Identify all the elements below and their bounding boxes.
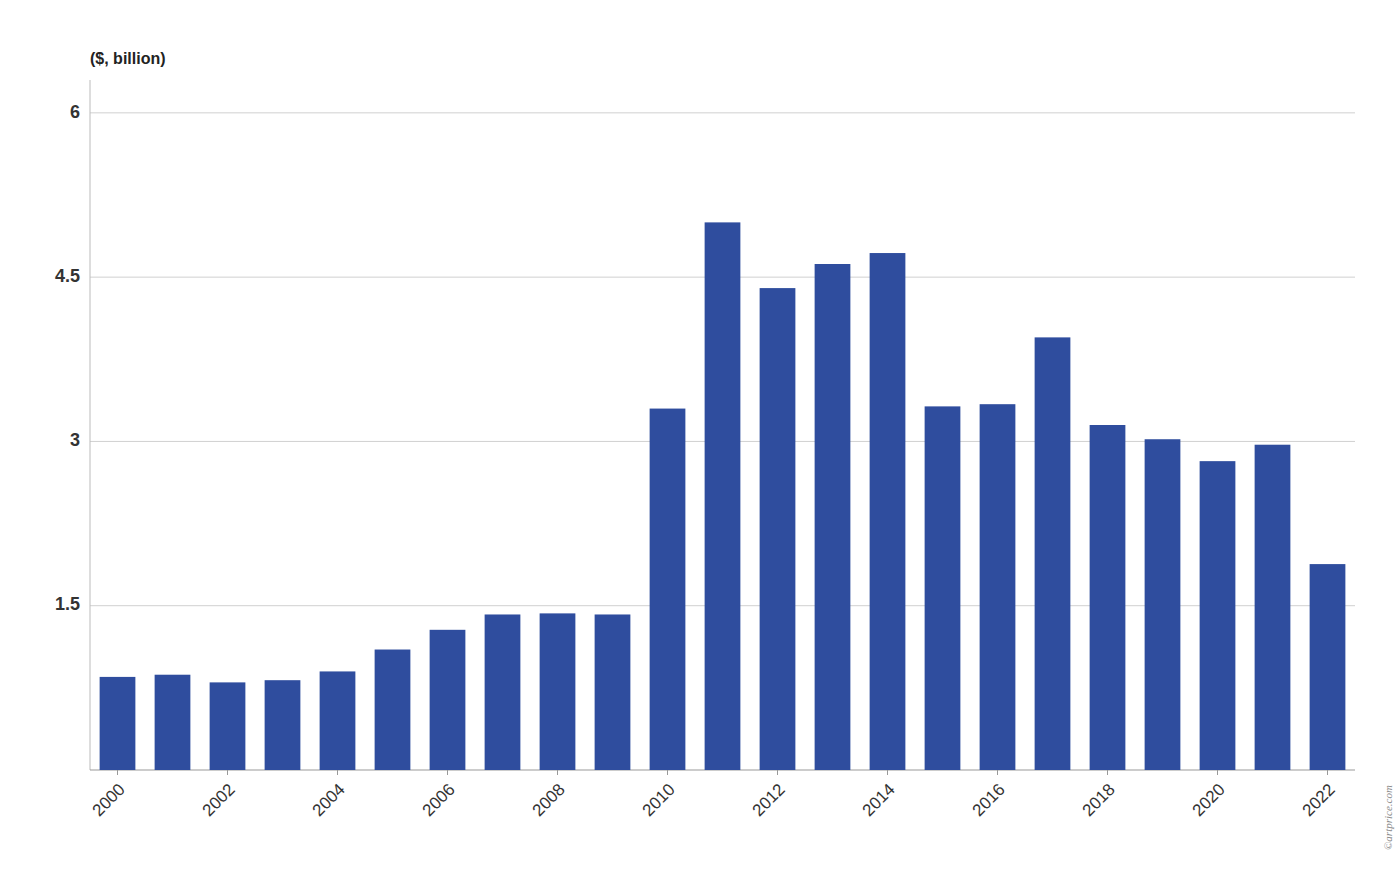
x-tick-label: 2016 (969, 780, 1009, 820)
bar (265, 680, 301, 770)
x-tick-label: 2014 (859, 780, 899, 820)
x-tick (777, 770, 778, 775)
bar (815, 264, 851, 770)
x-tick-label: 2012 (749, 780, 789, 820)
bar (320, 671, 356, 770)
x-tick (117, 770, 118, 775)
bar (375, 650, 411, 770)
bar (1310, 564, 1346, 770)
bar (705, 222, 741, 770)
bar (155, 675, 191, 770)
bar (1145, 439, 1181, 770)
y-axis-line (90, 80, 91, 770)
x-tick-label: 2020 (1189, 780, 1229, 820)
x-tick (997, 770, 998, 775)
x-tick-label: 2010 (639, 780, 679, 820)
y-tick-label: 6 (70, 102, 80, 122)
x-tick-label: 2006 (419, 780, 459, 820)
x-tick-label: 2008 (529, 780, 569, 820)
bar (870, 253, 906, 770)
bar (650, 409, 686, 770)
bar (100, 677, 136, 770)
y-tick-label: 1.5 (55, 594, 80, 614)
grid-line (90, 112, 1355, 113)
bar (1255, 445, 1291, 770)
bar (1200, 461, 1236, 770)
bar (925, 406, 961, 770)
x-tick (447, 770, 448, 775)
y-axis-label: ($, billion) (90, 50, 166, 67)
x-tick-label: 2004 (309, 780, 349, 820)
y-tick-label: 4.5 (55, 266, 80, 286)
bar (540, 613, 576, 770)
bars (100, 222, 1346, 770)
axes: 1.5 3 4.5 6 2000 2002 2004 2006 2008 2010 2012 2014… (55, 80, 1355, 820)
bar (1090, 425, 1126, 770)
x-tick (667, 770, 668, 775)
x-tick-label: 2018 (1079, 780, 1119, 820)
bar (595, 614, 631, 770)
bar (980, 404, 1016, 770)
x-tick (887, 770, 888, 775)
x-tick (1107, 770, 1108, 775)
x-tick (1327, 770, 1328, 775)
x-tick-label: 2022 (1299, 780, 1339, 820)
bar (210, 682, 246, 770)
watermark: ©artprice.com (1382, 785, 1394, 850)
bar (485, 614, 521, 770)
x-tick-label: 2000 (89, 780, 129, 820)
x-tick-label: 2002 (199, 780, 239, 820)
bar (1035, 337, 1071, 770)
x-tick (337, 770, 338, 775)
bar (430, 630, 466, 770)
chart: 1.5 3 4.5 6 2000 2002 2004 2006 2008 2010 2012 2014… (0, 0, 1400, 890)
y-tick-label: 3 (70, 430, 80, 450)
x-tick (227, 770, 228, 775)
x-tick (1217, 770, 1218, 775)
x-tick (557, 770, 558, 775)
bar (760, 288, 796, 770)
